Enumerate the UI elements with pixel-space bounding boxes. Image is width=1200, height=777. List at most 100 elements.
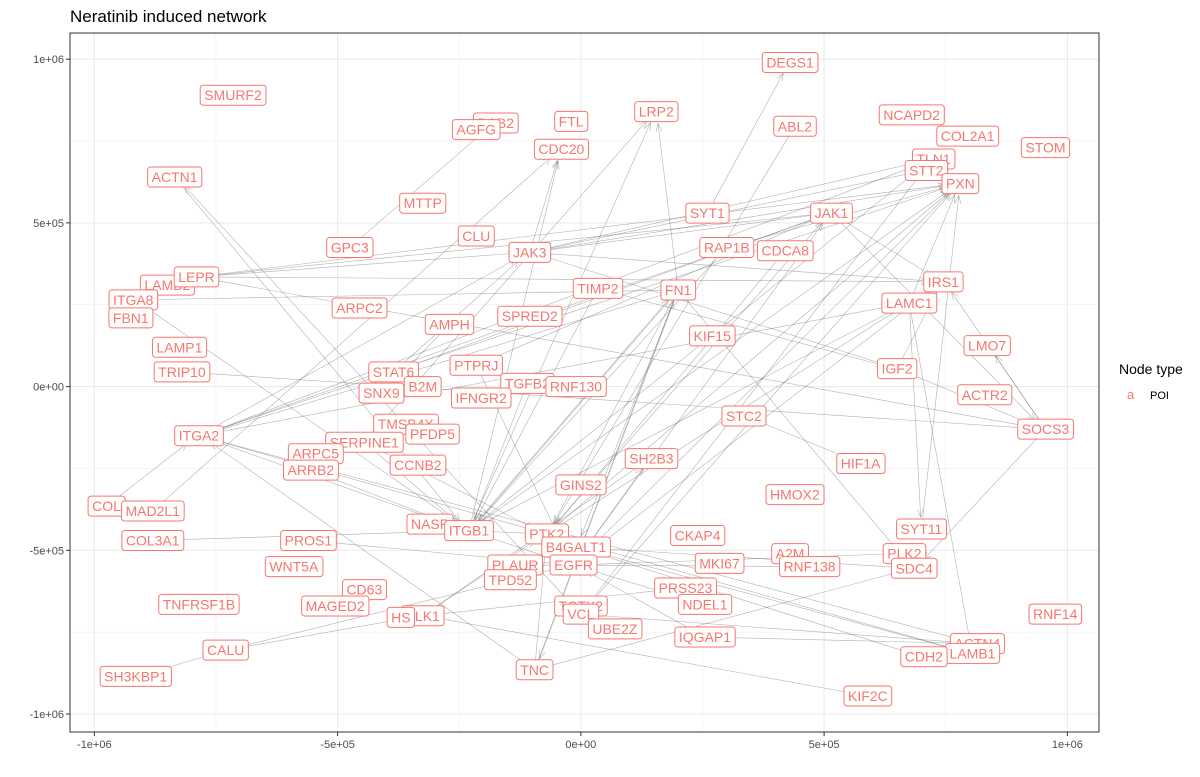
node-ndel1: NDEL1 xyxy=(677,593,733,615)
node-label: LAMC1 xyxy=(886,295,933,311)
node-box xyxy=(545,376,607,398)
node-col3a1: COL3A1 xyxy=(121,529,185,551)
node-label: ACTN1 xyxy=(152,169,198,185)
node-label: SNX9 xyxy=(363,385,400,401)
node-box xyxy=(153,361,211,383)
node-box xyxy=(721,405,767,427)
edge-TNC-PTK2 xyxy=(534,545,546,670)
node-box xyxy=(152,336,208,358)
edge-arrowhead xyxy=(553,514,561,525)
node-box xyxy=(405,423,460,445)
chart-title: Neratinib induced network xyxy=(70,7,267,26)
node-jak1: JAK1 xyxy=(810,202,853,224)
node-pros1: PROS1 xyxy=(280,529,337,551)
edge-arrowhead xyxy=(473,510,481,521)
node-box xyxy=(358,382,405,404)
node-ncapd2: NCAPD2 xyxy=(878,104,945,126)
node-box xyxy=(670,525,726,547)
node-clu: CLU xyxy=(457,225,495,247)
node-label: LAMP1 xyxy=(157,339,203,355)
node-sh2b3: SH2B3 xyxy=(624,448,679,470)
node-label: RNF138 xyxy=(783,559,835,575)
node-box xyxy=(634,101,679,123)
x-tick-label: 1e+06 xyxy=(1052,739,1083,751)
node-box xyxy=(280,529,337,551)
node-label: CLU xyxy=(462,228,490,244)
node-col2a1: COL2A1 xyxy=(936,125,1000,147)
node-label: STC2 xyxy=(726,408,762,424)
edge-PLK1-PTK2 xyxy=(422,540,536,617)
edge-GPC3-DAB2 xyxy=(349,130,486,248)
node-box xyxy=(497,305,563,327)
node-spred2: SPRED2 xyxy=(497,305,563,327)
node-kif2c: KIF2C xyxy=(843,685,893,707)
node-label: PFDP5 xyxy=(410,426,455,442)
node-label: LRP2 xyxy=(639,104,674,120)
node-ckap4: CKAP4 xyxy=(670,525,726,547)
node-box xyxy=(399,192,447,214)
node-label: TIMP2 xyxy=(577,280,618,296)
node-label: ITGA8 xyxy=(113,292,154,308)
node-box xyxy=(761,51,819,73)
node-box xyxy=(587,618,643,640)
node-irs1: IRS1 xyxy=(923,271,964,293)
edge-TIMP2-IGF2 xyxy=(597,288,884,366)
node-gins2: GINS2 xyxy=(555,474,607,496)
node-hs: HS xyxy=(386,606,416,628)
node-label: ARPC5 xyxy=(292,446,339,462)
node-box xyxy=(202,639,249,661)
node-label: GINS2 xyxy=(560,477,602,493)
node-label: NDEL1 xyxy=(682,596,727,612)
node-stc2: STC2 xyxy=(721,405,767,427)
node-tpd52: TPD52 xyxy=(484,569,537,591)
node-cdc20: CDC20 xyxy=(533,138,590,160)
node-label: MTTP xyxy=(404,195,442,211)
node-label: KIF2C xyxy=(848,688,888,704)
node-label: LAMB1 xyxy=(950,645,996,661)
node-label: MAD2L1 xyxy=(125,503,180,519)
node-degs1: DEGS1 xyxy=(761,51,819,73)
y-tick-label: 5e+05 xyxy=(33,218,64,230)
node-box xyxy=(325,431,404,453)
node-amph: AMPH xyxy=(424,313,475,335)
node-label: WNT5A xyxy=(269,559,319,575)
node-label: ABL2 xyxy=(778,118,812,134)
node-label: TRIP10 xyxy=(158,364,206,380)
node-box xyxy=(108,307,154,329)
node-box xyxy=(900,646,948,668)
node-label: COL xyxy=(92,498,121,514)
node-maged2: MAGED2 xyxy=(301,595,370,617)
node-label: ITGA2 xyxy=(179,428,220,444)
edge-TIMP2-ITGB1 xyxy=(475,288,599,521)
node-box xyxy=(173,266,220,288)
node-arpc5: ARPC5 xyxy=(287,443,344,465)
node-label: B2M xyxy=(408,379,437,395)
edge-IGF2-JAK3 xyxy=(543,255,898,369)
node-box xyxy=(923,271,964,293)
node-box xyxy=(881,292,938,314)
edge-B4GALT1-LAMB1 xyxy=(575,546,960,651)
node-label: CKAP4 xyxy=(675,528,721,544)
edge-SOCS3-IRS1 xyxy=(951,291,1046,430)
edge-EGFR-PXN xyxy=(573,191,951,566)
node-egfr: EGFR xyxy=(549,554,598,576)
edge-VCL-TLN1 xyxy=(580,168,926,615)
node-fbn1: FBN1 xyxy=(108,307,154,329)
node-gpc3: GPC3 xyxy=(326,236,374,258)
node-label: SH2B3 xyxy=(629,451,674,467)
node-box xyxy=(515,659,554,681)
node-box xyxy=(508,241,552,263)
node-box xyxy=(677,593,733,615)
node-label: B4GALT1 xyxy=(546,539,607,555)
node-jak3: JAK3 xyxy=(508,241,552,263)
node-stt2: STT2 xyxy=(904,160,949,182)
edge-KIF2C-PLK1 xyxy=(436,617,868,697)
node-hif1a: HIF1A xyxy=(836,453,886,475)
legend-title: Node type xyxy=(1119,361,1183,377)
node-arpc2: ARPC2 xyxy=(331,297,388,319)
node-nasp: NASP xyxy=(406,513,454,535)
edge-CALU-PLK1 xyxy=(225,617,409,651)
node-box xyxy=(694,552,745,574)
node-lepr: LEPR xyxy=(173,266,220,288)
